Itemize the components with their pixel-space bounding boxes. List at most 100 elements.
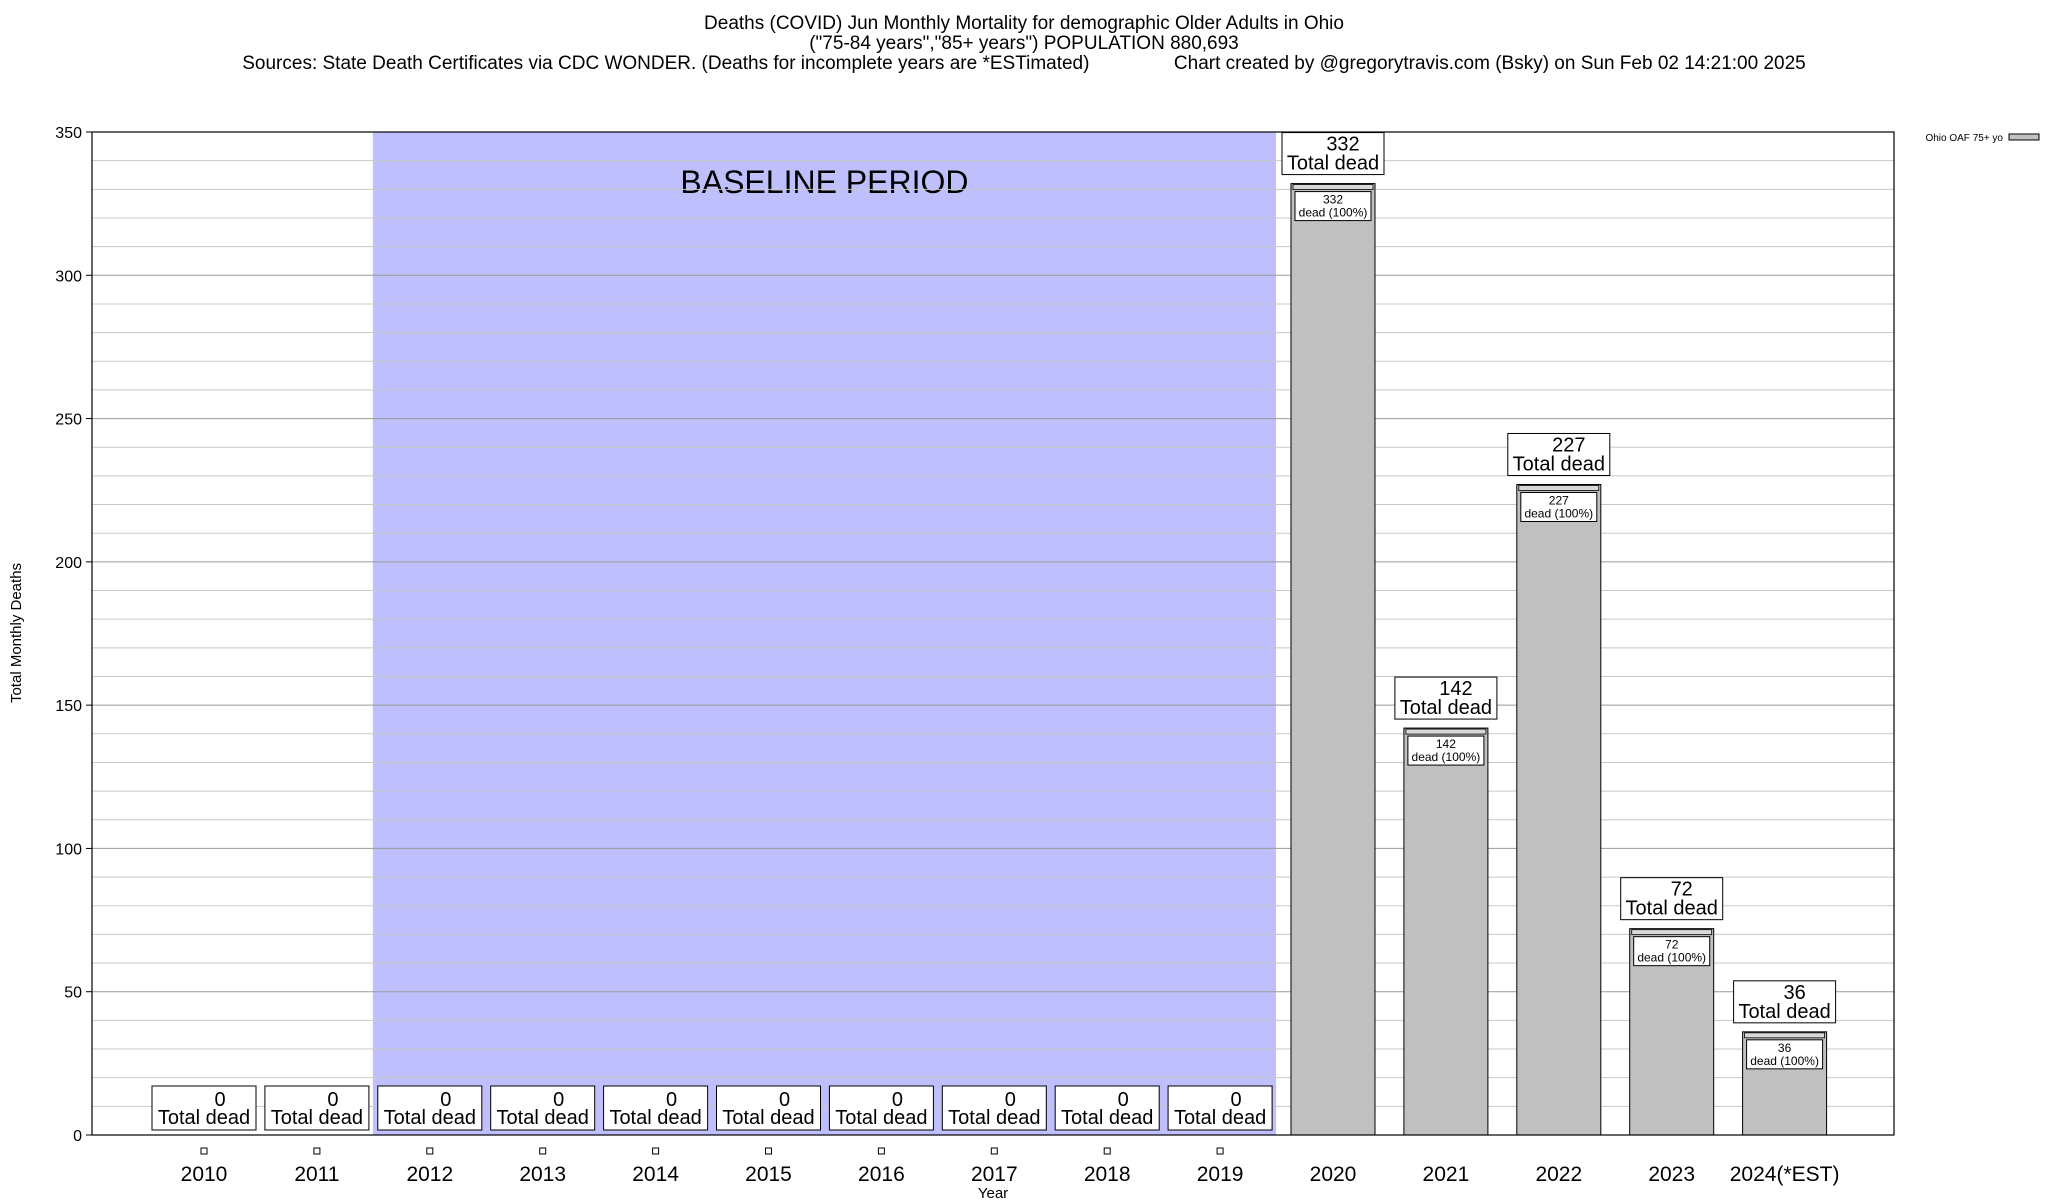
chart-subtitle: ("75-84 years","85+ years") POPULATION 8…: [809, 33, 1239, 54]
inner-percent-label: dead (100%): [1750, 1054, 1819, 1068]
zero-bar-marker: [539, 1147, 547, 1155]
inner-label-box: [1407, 735, 1485, 766]
total-label-box: [603, 1085, 709, 1131]
zero-bar-marker: [990, 1147, 998, 1155]
total-label-box: [716, 1085, 821, 1131]
inner-label-box: [1633, 936, 1711, 967]
legend-swatch: [2008, 133, 2040, 141]
total-value-label: 227: [1552, 434, 1585, 456]
zero-bar-marker: [652, 1147, 660, 1155]
total-value-label: 332: [1326, 134, 1359, 156]
total-label-box: [941, 1085, 1047, 1131]
x-tick-label: 2020: [1310, 1163, 1357, 1186]
total-value-label: 0: [214, 1089, 225, 1111]
x-tick-label: 2022: [1535, 1163, 1582, 1186]
legend-label: Ohio OAF 75+ yo: [1925, 133, 2003, 144]
total-dead-label: Total dead: [1287, 153, 1379, 175]
inner-label-box: [1746, 1039, 1824, 1070]
total-value-label: 0: [327, 1089, 338, 1111]
total-label-box: [1620, 877, 1724, 921]
total-value-label: 0: [1118, 1089, 1129, 1111]
bar: [1516, 483, 1602, 1136]
inner-value-label: 142: [1436, 737, 1456, 751]
inner-percent-label: dead (100%): [1524, 506, 1593, 520]
y-tick-label: 0: [73, 1128, 82, 1145]
zero-bar-marker: [1103, 1147, 1111, 1155]
total-label-box: [1167, 1085, 1273, 1131]
bar: [1403, 727, 1489, 1136]
total-label-box: [1054, 1085, 1160, 1131]
zero-bar-marker: [426, 1147, 434, 1155]
total-dead-label: Total dead: [609, 1107, 701, 1129]
total-dead-label: Total dead: [271, 1107, 363, 1129]
total-dead-label: Total dead: [1513, 453, 1605, 475]
total-dead-label: Total dead: [722, 1107, 814, 1129]
plot-background: BASELINE PERIOD: [372, 132, 1277, 1135]
inner-percent-label: dead (100%): [1299, 206, 1368, 220]
inner-label-box: [1294, 191, 1372, 222]
x-tick-label: 2018: [1084, 1163, 1131, 1186]
chart-sources: Sources: State Death Certificates via CD…: [242, 53, 1806, 74]
x-tick-label: 2014: [632, 1163, 679, 1186]
total-dead-label: Total dead: [497, 1107, 589, 1129]
x-tick-label: 2024(*EST): [1730, 1163, 1840, 1186]
total-value-label: 36: [1783, 982, 1805, 1004]
inner-percent-label: dead (100%): [1637, 951, 1706, 965]
x-tick-label: 2011: [294, 1163, 339, 1186]
x-tick-label: 2017: [971, 1163, 1018, 1186]
y-tick-label: 150: [55, 698, 82, 715]
y-tick-label: 300: [55, 268, 82, 285]
y-axis-title: Total Monthly Deaths: [8, 563, 25, 703]
total-label-box: [490, 1085, 596, 1131]
total-label-box: [377, 1085, 483, 1131]
total-dead-label: Total dead: [1626, 898, 1718, 920]
x-tick-label: 2019: [1197, 1163, 1244, 1186]
x-tick-label: 2015: [745, 1163, 792, 1186]
zero-bar-marker: [765, 1147, 772, 1155]
inner-value-label: 332: [1323, 193, 1343, 207]
inner-percent-label: dead (100%): [1412, 750, 1481, 764]
total-value-label: 0: [440, 1089, 451, 1111]
y-tick-label: 350: [55, 125, 82, 142]
total-value-label: 142: [1439, 678, 1472, 700]
x-tick-label: 2012: [406, 1163, 453, 1186]
bar: [1290, 183, 1376, 1136]
inner-value-label: 227: [1549, 493, 1569, 507]
x-tick-label: 2023: [1648, 1163, 1695, 1186]
baseline-label: BASELINE PERIOD: [680, 164, 968, 200]
y-tick-label: 100: [55, 841, 82, 858]
total-dead-label: Total dead: [1738, 1001, 1830, 1023]
chart-titles: Deaths (COVID) Jun Monthly Mortality for…: [0, 14, 2048, 74]
inner-value-label: 36: [1778, 1041, 1792, 1055]
bar-top-stripe: [1518, 485, 1600, 491]
total-value-label: 0: [1005, 1089, 1016, 1111]
inner-label-box: [1520, 491, 1598, 522]
x-tick-label: 2021: [1423, 1163, 1470, 1186]
inner-value-label: 72: [1665, 938, 1679, 952]
total-label-box: [151, 1085, 257, 1131]
zero-bar-marker: [877, 1147, 885, 1155]
total-dead-label: Total dead: [1061, 1107, 1153, 1129]
total-dead-label: Total dead: [384, 1107, 476, 1129]
total-value-label: 72: [1671, 879, 1693, 901]
total-value-label: 0: [666, 1089, 677, 1111]
chart-title: Deaths (COVID) Jun Monthly Mortality for…: [704, 13, 1344, 34]
x-tick-label: 2016: [858, 1163, 905, 1186]
total-value-label: 0: [779, 1089, 790, 1111]
x-tick-label: 2010: [181, 1163, 228, 1186]
x-axis-title: Year: [978, 1185, 1008, 1200]
total-value-label: 0: [1231, 1089, 1242, 1111]
zero-bar-marker: [1216, 1147, 1224, 1155]
bar-top-stripe: [1292, 184, 1374, 190]
total-dead-label: Total dead: [158, 1107, 250, 1129]
bar-top-stripe: [1405, 728, 1487, 735]
total-dead-label: Total dead: [835, 1107, 927, 1129]
x-tick-label: 2013: [519, 1163, 566, 1186]
total-dead-label: Total dead: [1400, 697, 1492, 719]
total-label-box: [1507, 432, 1611, 476]
total-dead-label: Total dead: [1174, 1107, 1266, 1129]
legend: Ohio OAF 75+ yo: [1925, 133, 2040, 144]
zero-bar-marker: [313, 1147, 321, 1155]
